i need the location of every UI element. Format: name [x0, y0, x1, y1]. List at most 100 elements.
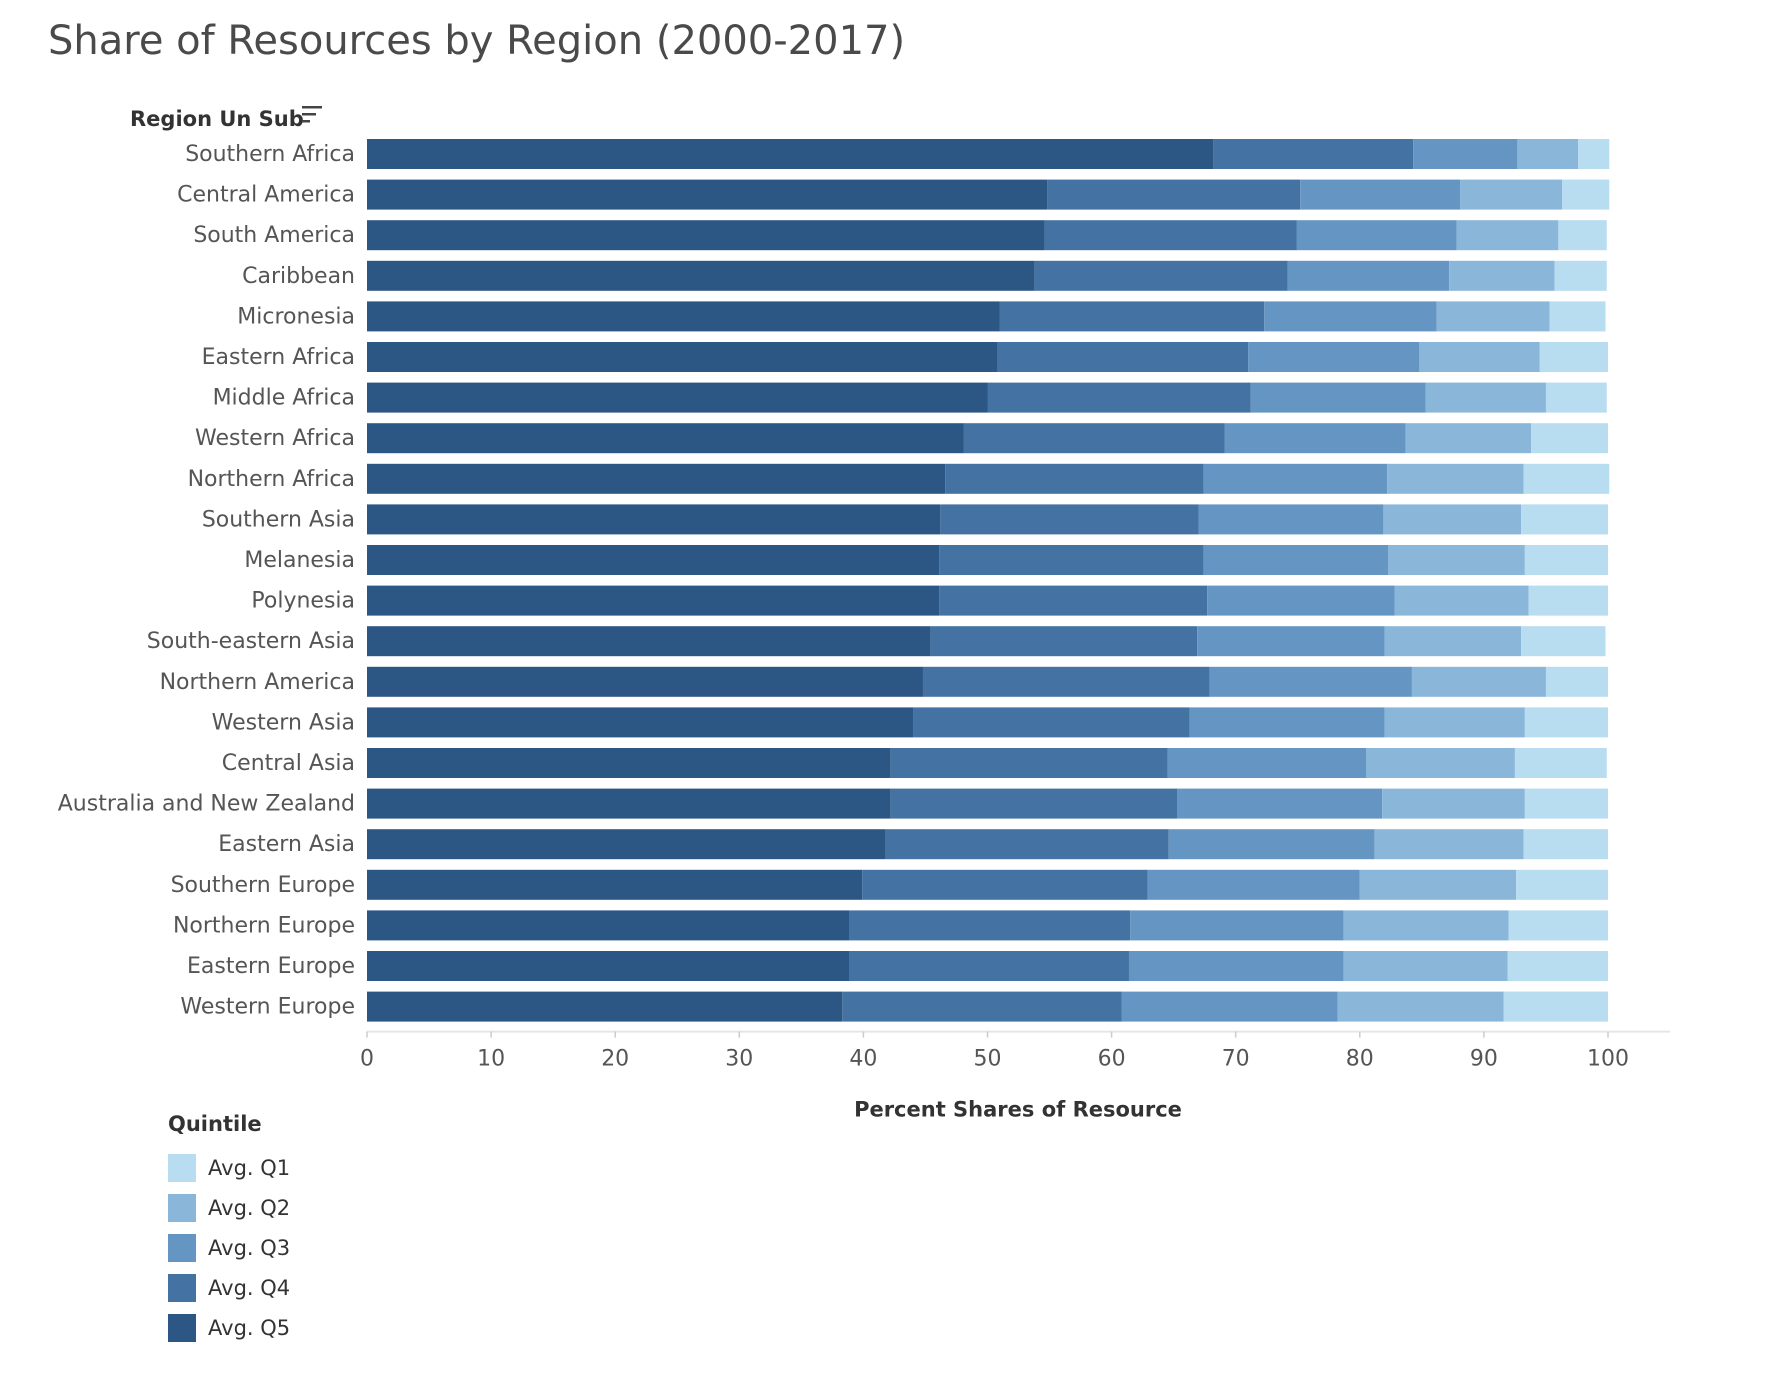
- bar-segment: [1207, 585, 1395, 616]
- bar-segment: [849, 951, 1129, 981]
- bar-segment: [367, 748, 891, 778]
- bar-segment: [1514, 748, 1607, 778]
- bar-segment: [1524, 545, 1608, 575]
- x-tick-label: 0: [360, 1047, 374, 1072]
- legend-swatch: [168, 1274, 196, 1302]
- bar-segment: [367, 382, 988, 413]
- bar-segment: [939, 585, 1208, 616]
- bar-segment: [1337, 991, 1504, 1022]
- bar-segment: [1343, 951, 1508, 981]
- legend-item[interactable]: Avg. Q1: [168, 1148, 290, 1188]
- bar-segment: [367, 545, 940, 575]
- bar-segment: [939, 545, 1204, 575]
- x-tick-label: 60: [1098, 1047, 1126, 1072]
- bar-segment: [1521, 504, 1608, 535]
- bar-segment: [367, 585, 940, 616]
- category-label: South-eastern Asia: [147, 629, 355, 654]
- bar-segment: [1521, 626, 1606, 657]
- bar-segment: [1128, 951, 1344, 981]
- legend-label: Avg. Q5: [208, 1316, 291, 1340]
- bar-segment: [367, 910, 850, 941]
- bar-segment: [367, 220, 1045, 251]
- bar-segment: [367, 951, 850, 981]
- category-label: Southern Asia: [202, 507, 355, 532]
- category-label: Southern Europe: [171, 873, 355, 898]
- bar-segment: [1517, 139, 1579, 169]
- bar-segment: [367, 707, 914, 738]
- bar-segment: [1425, 382, 1546, 413]
- chart-title: Share of Resources by Region (2000-2017): [48, 18, 906, 64]
- bar-segment: [1524, 707, 1608, 738]
- bar-segment: [1197, 626, 1385, 657]
- bar-segment: [1387, 463, 1524, 494]
- bar-segment: [1147, 869, 1360, 900]
- bar-segment: [1384, 626, 1522, 657]
- legend-item[interactable]: Avg. Q2: [168, 1188, 290, 1228]
- bar-segment: [1531, 423, 1608, 454]
- bar-segment: [945, 463, 1204, 494]
- legend-label: Avg. Q1: [208, 1156, 291, 1180]
- bar-segment: [367, 423, 964, 454]
- bar-segment: [1044, 220, 1297, 251]
- bar-segment: [1209, 666, 1412, 697]
- legend-item[interactable]: Avg. Q5: [168, 1308, 290, 1348]
- legend-swatch: [168, 1154, 196, 1182]
- bar-segment: [1177, 788, 1383, 819]
- bar-segment: [913, 707, 1190, 738]
- bar-segment: [1168, 829, 1375, 860]
- x-tick-label: 90: [1470, 1047, 1498, 1072]
- legend-label: Avg. Q3: [208, 1236, 291, 1260]
- x-tick-label: 20: [601, 1047, 629, 1072]
- bar-segment: [1343, 910, 1509, 941]
- bar-segment: [1578, 139, 1610, 169]
- bar-segment: [1516, 869, 1608, 900]
- bar-segment: [1554, 260, 1607, 291]
- bar-segment: [1382, 788, 1525, 819]
- bar-segment: [1388, 545, 1525, 575]
- bar-segment: [1413, 139, 1518, 169]
- bar-segment: [367, 301, 1000, 332]
- bar-segment: [1248, 342, 1420, 372]
- bar-segment: [1213, 139, 1414, 169]
- bar-segment: [1264, 301, 1437, 332]
- bar-segment: [367, 463, 946, 494]
- x-tick-label: 30: [725, 1047, 753, 1072]
- bar-segment: [1524, 788, 1608, 819]
- category-label: Southern Africa: [185, 142, 355, 167]
- legend-item[interactable]: Avg. Q4: [168, 1268, 290, 1308]
- bar-segment: [1250, 382, 1426, 413]
- bar-segment: [987, 382, 1251, 413]
- bar-segment: [1539, 342, 1608, 372]
- bar-segment: [367, 626, 931, 657]
- legend-item[interactable]: Avg. Q3: [168, 1228, 290, 1268]
- bar-segment: [1545, 382, 1607, 413]
- category-label: South America: [193, 223, 355, 248]
- category-label: Central America: [177, 183, 355, 208]
- bar-segment: [963, 423, 1225, 454]
- bar-segment: [1383, 504, 1522, 535]
- bar-segment: [885, 829, 1169, 860]
- category-label: Eastern Asia: [218, 832, 355, 857]
- bar-segment: [1549, 301, 1606, 332]
- bar-segment: [367, 342, 998, 372]
- bar-segment: [999, 301, 1265, 332]
- category-label: Western Asia: [212, 710, 355, 735]
- bar-segment: [1523, 463, 1610, 494]
- bar-segment: [367, 869, 863, 900]
- bar-segment: [1508, 910, 1608, 941]
- bar-segment: [842, 991, 1122, 1022]
- category-label: Micronesia: [237, 304, 355, 329]
- legend-swatch: [168, 1194, 196, 1222]
- category-label: Northern Europe: [173, 913, 355, 938]
- bar-segment: [862, 869, 1148, 900]
- x-tick-label: 40: [849, 1047, 877, 1072]
- y-axis-title: Region Un Sub: [130, 107, 304, 131]
- bar-segment: [1449, 260, 1555, 291]
- bar-segment: [367, 788, 891, 819]
- bar-segment: [1189, 707, 1385, 738]
- bar-segment: [1394, 585, 1529, 616]
- legend-swatch: [168, 1234, 196, 1262]
- bar-segment: [367, 504, 941, 535]
- bar-segment: [890, 788, 1178, 819]
- sort-icon[interactable]: [302, 106, 322, 123]
